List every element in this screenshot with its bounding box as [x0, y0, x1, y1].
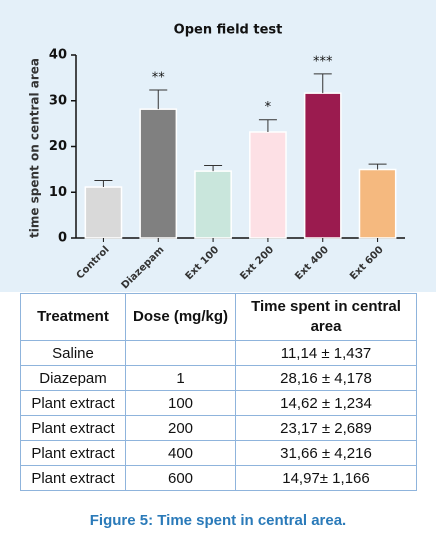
error-bar — [313, 73, 332, 94]
significance-label: ** — [152, 71, 166, 86]
table-cell: 100 — [125, 390, 236, 416]
table-cell: Plant extract — [20, 465, 126, 491]
table-row: Plant extract 600 14,97± 1,166 — [20, 465, 417, 491]
table-row: Plant extract 400 31,66 ± 4,216 — [20, 440, 417, 466]
error-bar — [368, 163, 387, 170]
chart-title: Open field test — [174, 23, 283, 38]
table-cell: Plant extract — [20, 390, 126, 416]
table-cell: 28,16 ± 4,178 — [235, 365, 417, 391]
table-cell: Plant extract — [20, 415, 126, 441]
y-tick-label: 30 — [49, 93, 67, 108]
table-cell: 400 — [125, 440, 236, 466]
data-table: Treatment Dose (mg/kg) Time spent in cen… — [20, 293, 417, 491]
bar — [84, 186, 123, 239]
table-cell: 11,14 ± 1,437 — [235, 340, 417, 366]
y-tick-label: 10 — [49, 185, 67, 200]
y-tick-label: 40 — [49, 48, 67, 63]
table-cell: 14,62 ± 1,234 — [235, 390, 417, 416]
y-tick-label: 20 — [49, 139, 67, 154]
bar — [249, 131, 287, 239]
chart: Open field test time spent on central ar… — [0, 0, 436, 292]
caption: Figure 5: Time spent in central area. — [89, 512, 347, 529]
y-tick-label: 0 — [58, 231, 67, 246]
bar — [139, 108, 178, 239]
table-cell: 23,17 ± 2,689 — [235, 415, 417, 441]
table-row: Plant extract 100 14,62 ± 1,234 — [20, 390, 417, 416]
table-row: Saline 11,14 ± 1,437 — [20, 340, 417, 366]
table-cell: Plant extract — [20, 440, 126, 466]
error-bar — [94, 179, 113, 188]
table-cell: Diazepam — [20, 365, 126, 391]
table-body: Saline 11,14 ± 1,437 Diazepam 1 28,16 ± 4,17… — [20, 340, 417, 491]
table-header: Treatment Dose (mg/kg) Time spent in cen… — [20, 293, 417, 341]
header-cell: Treatment — [20, 293, 126, 341]
table-cell: 1 — [125, 365, 236, 391]
table-cell: 31,66 ± 4,216 — [235, 440, 417, 466]
table-cell — [125, 340, 236, 366]
bar — [303, 92, 342, 239]
table-row: Diazepam 1 28,16 ± 4,178 — [20, 365, 417, 391]
table-cell: 600 — [125, 465, 236, 491]
table-cell: Saline — [20, 340, 126, 366]
header-cell: Dose (mg/kg) — [125, 293, 236, 341]
error-bar — [149, 89, 168, 110]
bar — [194, 170, 232, 239]
error-bar — [258, 119, 277, 132]
y-axis-label: time spent on central area — [28, 58, 42, 238]
table-row: Plant extract 200 23,17 ± 2,689 — [20, 415, 417, 441]
table-cell: 14,97± 1,166 — [235, 465, 417, 491]
significance-label: *** — [313, 54, 333, 69]
table-cell: 200 — [125, 415, 236, 441]
header-cell: Time spent in central area — [235, 293, 417, 341]
error-bar — [204, 164, 223, 172]
bar — [358, 168, 397, 239]
significance-label: * — [265, 100, 272, 115]
